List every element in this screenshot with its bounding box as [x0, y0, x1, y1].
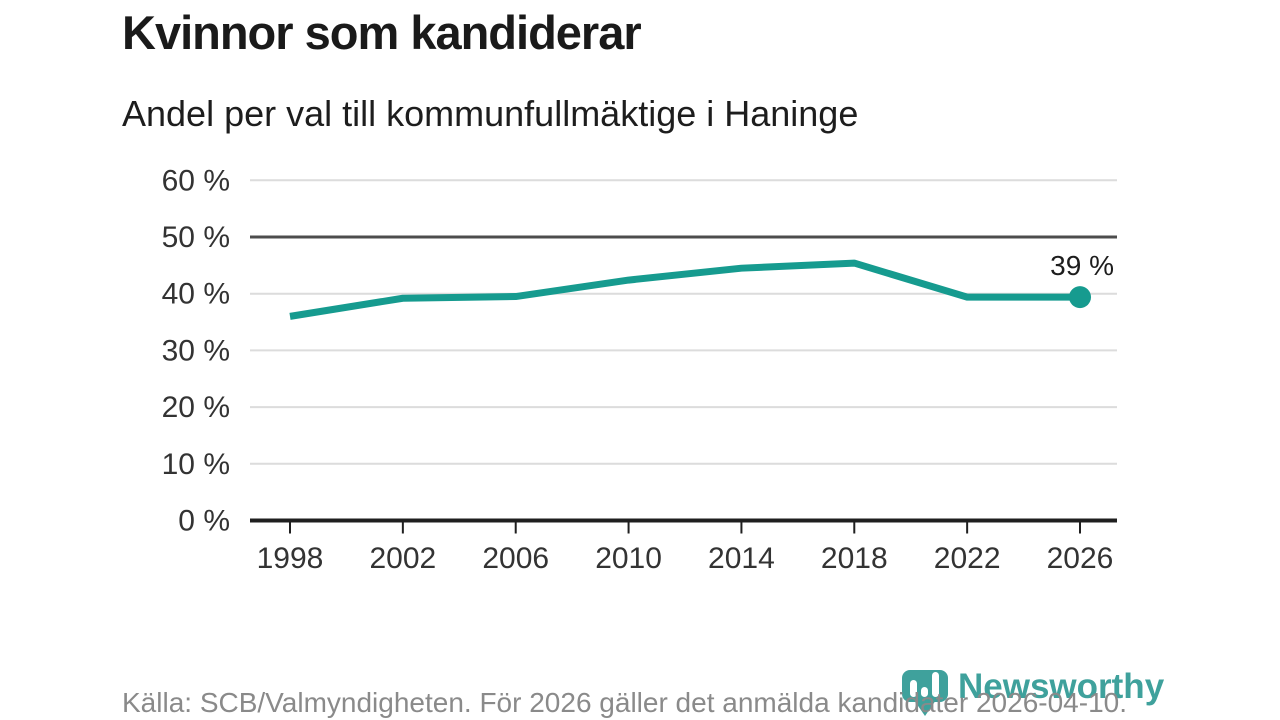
newsworthy-pin-icon	[902, 670, 948, 716]
x-axis-label: 1998	[257, 542, 324, 575]
chart-subtitle: Andel per val till kommunfullmäktige i H…	[122, 93, 859, 134]
x-axis-label: 2026	[1047, 542, 1114, 575]
x-axis-label: 2022	[934, 542, 1001, 575]
source-note: Källa: SCB/Valmyndigheten. För 2026 gäll…	[122, 687, 1127, 718]
last-value-label: 39 %	[1050, 250, 1114, 281]
y-axis-label: 30 %	[162, 334, 230, 367]
y-axis-label: 50 %	[162, 221, 230, 254]
newsworthy-wordmark: Newsworthy	[958, 667, 1165, 706]
x-axis-label: 2006	[482, 542, 549, 575]
x-axis-label: 2010	[595, 542, 662, 575]
x-axis-label: 2018	[821, 542, 888, 575]
x-axis-label: 2014	[708, 542, 775, 575]
end-point-marker	[1069, 286, 1091, 309]
x-axis-label: 2002	[369, 542, 436, 575]
y-axis-label: 40 %	[162, 278, 230, 311]
y-axis-label: 10 %	[162, 448, 230, 481]
chart-title: Kvinnor som kandiderar	[122, 6, 642, 59]
y-axis-label: 20 %	[162, 391, 230, 424]
data-line	[289, 259, 1080, 320]
y-axis-label: 0 %	[178, 505, 230, 538]
y-axis-label: 60 %	[162, 164, 230, 197]
